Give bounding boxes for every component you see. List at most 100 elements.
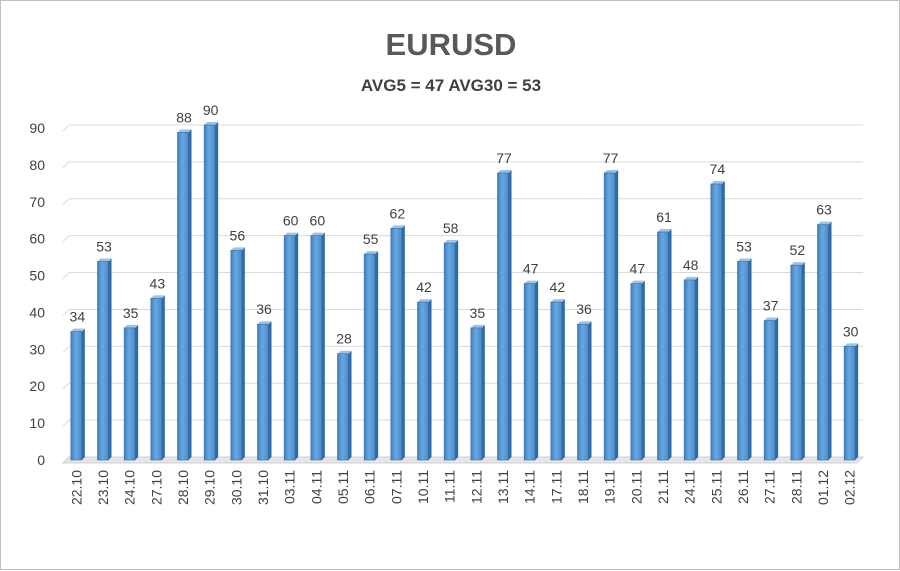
bar-front [737,261,749,461]
data-label: 42 [416,279,432,295]
gridline-diag [62,161,70,169]
bar-top [604,169,619,173]
bar-front [123,327,136,461]
bar-top [257,321,272,325]
bar-front [630,283,643,461]
data-label: 74 [710,161,726,177]
bar [443,240,459,461]
bar-front [710,183,723,461]
data-label: 62 [390,205,406,221]
x-tick-label: 25.11 [708,470,724,504]
x-tick-label: 29.10 [202,470,218,505]
bar-side [295,232,299,460]
bar-top [97,258,112,262]
bar-top [70,328,85,332]
bar-front [283,235,296,461]
bar [737,258,752,461]
bar [203,122,219,461]
x-tick-label: 11.11 [442,470,458,503]
bar-side [561,299,565,460]
gridline-diag [62,235,70,243]
bar-top [817,221,832,225]
bar-top [764,317,779,321]
gridline-diag [62,419,70,427]
x-tick-label: 02.12 [842,470,858,505]
bar-top [417,299,432,303]
bar [70,328,85,461]
x-tick-label: 13.11 [495,470,511,504]
bar-top [737,258,752,262]
y-tick-label: 80 [29,157,45,173]
data-label: 52 [790,242,806,258]
bar-front [550,301,563,461]
x-axis-ticks: 22.10 23.10 24.10 27.10 28.10 29.10 30.10 31.10… [68,470,857,505]
bar-top [470,324,485,328]
bar [230,247,245,461]
y-tick-label: 90 [29,120,45,136]
bar-side [721,181,725,460]
data-label: 37 [763,298,779,314]
bar-front [417,301,429,461]
gridline-diag [62,345,70,353]
bar-front [230,250,243,461]
bar-side [428,299,432,460]
bar-side [268,321,272,460]
bar-top [577,321,592,325]
bar [283,232,299,461]
bar-front [70,331,83,461]
bar-front [577,323,589,461]
data-label: 77 [496,150,512,166]
bar [497,169,512,461]
bar-side [241,247,245,460]
bar-front [203,124,216,461]
bar [470,324,485,461]
data-label: 47 [630,261,646,277]
bar [550,299,565,461]
bar-side [81,328,85,460]
bar [657,228,672,461]
x-tick-label: 27.11 [762,470,778,504]
bar-front [177,132,189,461]
x-tick-label: 30.10 [228,470,244,505]
bar-side [135,324,139,460]
data-label: 63 [816,202,832,218]
bar-front [257,323,269,461]
gridline-diag [62,382,70,390]
bar [843,343,859,461]
bar [417,299,432,461]
y-tick-label: 70 [29,194,45,210]
bar-top [657,228,672,232]
bar-front [790,264,803,461]
data-label: 36 [576,301,592,317]
bar-front [523,283,536,461]
bar-side [508,169,512,460]
data-label: 28 [336,331,352,347]
data-label: 47 [523,261,539,277]
bar [577,321,592,461]
bars [70,122,859,461]
x-tick-label: 19.11 [602,470,618,504]
bar-side [481,324,485,460]
data-label: 60 [283,213,299,229]
gridline-diag [62,198,70,206]
bar-side [401,225,405,460]
bar-top [284,232,299,236]
bar [710,181,725,461]
x-tick-label: 20.11 [628,470,644,504]
bar-front [683,279,696,461]
bar [337,350,352,461]
y-tick-label: 20 [29,378,45,394]
x-tick-label: 01.12 [815,470,831,505]
x-tick-label: 17.11 [548,470,564,504]
bar-side [348,350,352,460]
bar [363,251,379,461]
bar-side [641,280,645,460]
bar-front [763,320,776,461]
bar [817,221,832,461]
bar-side [801,262,805,460]
data-label: 88 [176,109,192,125]
bar-front [843,346,856,461]
bar-top [310,232,325,236]
y-tick-label: 60 [29,231,45,247]
